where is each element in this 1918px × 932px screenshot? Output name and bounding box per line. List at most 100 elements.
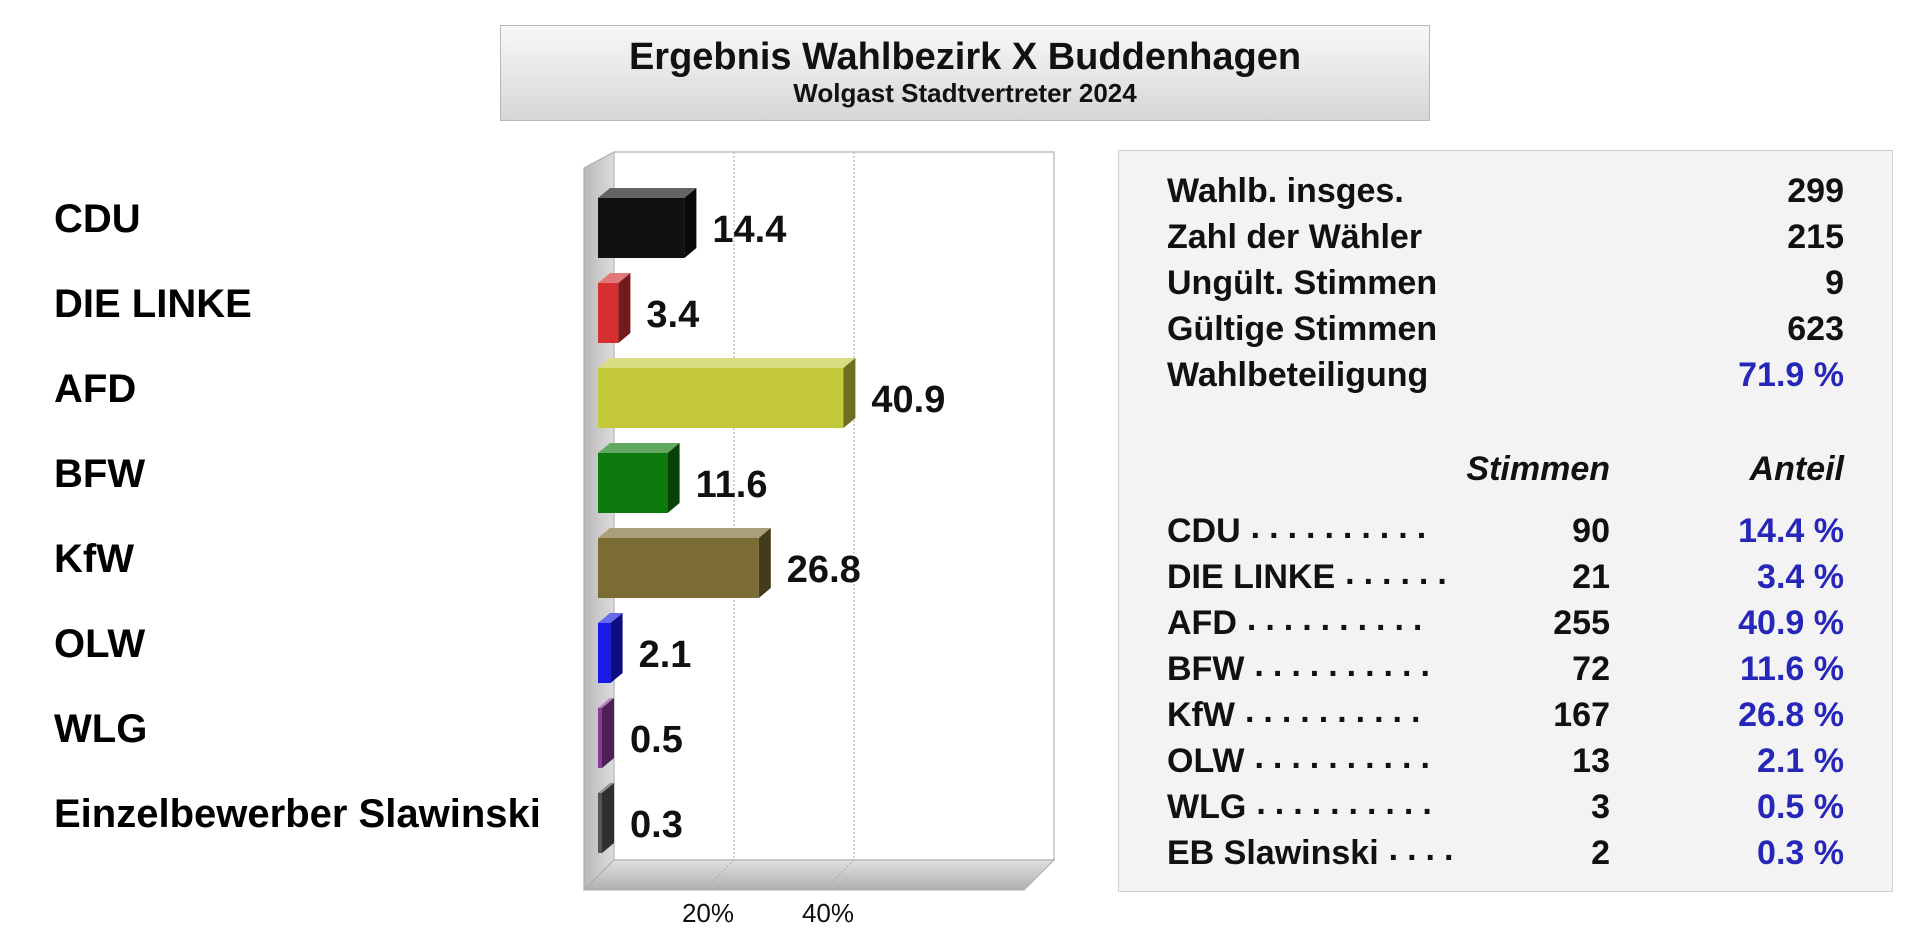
bar-top — [598, 528, 771, 538]
dot-leader: .......... — [1254, 646, 1439, 684]
chart-plot-area — [613, 151, 1055, 861]
bar-side — [843, 358, 856, 428]
party-name: EB Slawinski — [1167, 834, 1379, 872]
stat-value: 299 — [1787, 172, 1844, 210]
party-name: BFW — [1167, 650, 1245, 688]
bar-value-label: 11.6 — [696, 464, 768, 506]
bar-top — [598, 188, 697, 198]
dot-leader: .......... — [1250, 508, 1436, 546]
party-votes: 72 — [1572, 650, 1610, 688]
party-share: 2.1 % — [1757, 742, 1844, 780]
party-name: DIE LINKE — [1167, 558, 1336, 596]
dot-leader: .......... — [1256, 784, 1441, 822]
chart-subtitle: Wolgast Stadtvertreter 2024 — [793, 78, 1137, 108]
bar — [598, 453, 668, 513]
party-share: 3.4 % — [1757, 558, 1844, 596]
bar-top — [598, 273, 631, 283]
bar-side — [610, 613, 623, 683]
bar-value-label: 3.4 — [646, 294, 699, 336]
category-label: KfW — [54, 537, 134, 581]
bar-value-label: 2.1 — [639, 634, 692, 676]
party-name: CDU — [1167, 512, 1241, 550]
bar — [598, 708, 602, 768]
dot-leader: .......... — [1254, 738, 1439, 776]
category-label: BFW — [54, 452, 146, 496]
bar-side — [684, 188, 697, 258]
category-label: DIE LINKE — [54, 282, 252, 326]
party-votes: 255 — [1553, 604, 1610, 642]
party-share: 14.4 % — [1738, 512, 1844, 550]
gridline-floor — [823, 859, 855, 891]
bar-side — [667, 443, 680, 513]
party-share: 0.3 % — [1757, 834, 1844, 872]
party-share: 40.9 % — [1738, 604, 1844, 642]
bar-top — [598, 783, 614, 793]
chart-title-box: Ergebnis Wahlbezirk X Buddenhagen Wolgas… — [500, 25, 1430, 121]
chart-floor — [582, 859, 1056, 891]
bar-top — [598, 698, 614, 708]
bar-group: 2.1 — [598, 613, 691, 683]
party-name: WLG — [1167, 788, 1247, 826]
party-votes: 13 — [1572, 742, 1610, 780]
x-tick-label: 40% — [802, 898, 854, 928]
party-name: OLW — [1167, 742, 1245, 780]
party-votes: 3 — [1591, 788, 1610, 826]
party-votes: 167 — [1553, 696, 1610, 734]
chart-left-wall — [583, 151, 615, 892]
stat-label: Gültige Stimmen — [1167, 310, 1438, 348]
dot-leader: .... — [1388, 830, 1463, 868]
dot-leader: .......... — [1244, 692, 1430, 730]
bar-group: 0.5 — [598, 698, 683, 768]
category-label: OLW — [54, 622, 146, 666]
bar-group: 3.4 — [598, 273, 699, 343]
stat-label: Wahlb. insges. — [1167, 172, 1404, 210]
bar-side — [618, 273, 631, 343]
bar-group: 26.8 — [598, 528, 861, 598]
bar — [598, 198, 685, 258]
column-header-votes: Stimmen — [1466, 450, 1610, 488]
stat-value: 9 — [1825, 264, 1844, 302]
x-tick-label: 20% — [682, 898, 734, 928]
bar-value-label: 14.4 — [712, 209, 786, 251]
results-panel: Wahlb. insges. 299 Zahl der Wähler 215 U… — [1118, 150, 1893, 892]
bar-group: 0.3 — [598, 783, 683, 853]
bar — [598, 538, 759, 598]
bar-group: 40.9 — [598, 358, 945, 428]
bar-value-label: 40.9 — [871, 379, 945, 421]
bar — [598, 368, 844, 428]
gridline-floor — [703, 859, 735, 891]
dot-leader: ...... — [1345, 554, 1456, 592]
bar-chart: 14.4 3.4 40.9 11.6 26.8 2.1 0.5 0.3 20% 40% — [582, 151, 1056, 928]
party-share: 0.5 % — [1757, 788, 1844, 826]
party-votes: 21 — [1572, 558, 1610, 596]
bar-top — [598, 443, 680, 453]
bar-value-label: 0.3 — [630, 804, 683, 846]
turnout-value: 71.9 % — [1738, 356, 1844, 394]
party-name: KfW — [1167, 696, 1235, 734]
party-votes: 90 — [1572, 512, 1610, 550]
bar-top — [598, 613, 623, 623]
bar-value-label: 0.5 — [630, 719, 683, 761]
chart-title: Ergebnis Wahlbezirk X Buddenhagen — [628, 36, 1302, 78]
stat-value: 623 — [1787, 310, 1844, 348]
dot-leader: .......... — [1246, 600, 1432, 638]
bar-side — [602, 783, 614, 853]
bar-side — [758, 528, 771, 598]
category-label: CDU — [54, 197, 141, 241]
stat-label: Wahlbeteiligung — [1167, 356, 1429, 394]
bar — [598, 793, 602, 853]
party-votes: 2 — [1591, 834, 1610, 872]
bar-group: 11.6 — [598, 443, 767, 513]
stat-label: Ungült. Stimmen — [1167, 264, 1438, 302]
bar — [598, 623, 611, 683]
category-label: WLG — [54, 707, 148, 751]
bar-top — [598, 358, 856, 368]
bar-side — [602, 698, 614, 768]
party-share: 11.6 % — [1740, 650, 1844, 688]
bar — [598, 283, 619, 343]
column-header-share: Anteil — [1749, 450, 1844, 488]
party-share: 26.8 % — [1738, 696, 1844, 734]
category-label: Einzelbewerber Slawinski — [54, 792, 541, 836]
party-name: AFD — [1167, 604, 1237, 642]
stat-value: 215 — [1787, 218, 1844, 256]
